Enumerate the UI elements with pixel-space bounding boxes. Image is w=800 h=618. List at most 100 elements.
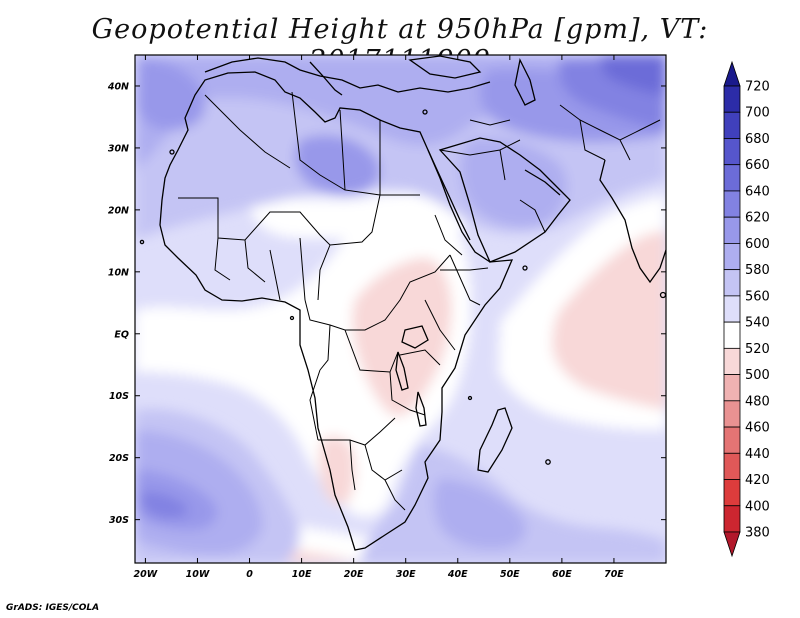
colorbar-label-600: 600	[745, 237, 770, 252]
x-tick-label-2: 0	[246, 569, 253, 580]
map-frame	[134, 54, 667, 564]
x-tick-label-7: 50E	[500, 569, 520, 580]
x-tick-label-6: 40E	[447, 569, 468, 580]
border-east-africa	[389, 299, 456, 416]
lake-victoria	[401, 325, 429, 349]
field-area-620-north-atlantic	[137, 59, 206, 131]
field-area-640-south-atlantic	[140, 491, 189, 519]
border-southern-africa	[309, 369, 406, 511]
field-area-600-arabia	[460, 138, 568, 228]
africa-coastline	[159, 71, 514, 551]
colorbar-segment-6	[723, 243, 741, 271]
colorbar-label-480: 480	[745, 394, 770, 409]
colorbar-segment-2	[723, 138, 741, 166]
x-tick-label-5: 30E	[396, 569, 416, 580]
persian-gulf-coastline	[524, 169, 561, 196]
border-central-africa	[304, 254, 451, 373]
colorbar-top-triangle	[723, 60, 741, 87]
colorbar-label-620: 620	[745, 211, 770, 226]
y-tick-label-3: 10N	[108, 267, 129, 278]
colorbar-label-380: 380	[745, 526, 770, 541]
colorbar-segment-5	[723, 216, 741, 244]
black-sea-coastline	[408, 55, 482, 79]
canary-islands	[169, 149, 175, 155]
colorbar-segment-8	[723, 295, 741, 323]
italy-coastline	[309, 61, 343, 96]
border-horn	[434, 214, 489, 306]
europe-coastline	[204, 57, 491, 93]
colorbar-segment-10	[723, 347, 741, 375]
socotra-island	[522, 265, 528, 271]
colorbar-segment-12	[723, 400, 741, 428]
india-coastline	[599, 159, 666, 284]
y-tick-label-0: 40N	[107, 81, 129, 92]
x-tick-label-0: 20W	[134, 569, 158, 580]
colorbar-label-500: 500	[745, 368, 770, 383]
border-west-africa	[214, 237, 331, 301]
y-tick-label-7: 30S	[109, 515, 129, 526]
madagascar-coastline	[477, 407, 513, 473]
colorbar-segment-11	[723, 374, 741, 402]
field-area-620-sahara	[295, 135, 380, 195]
colorbar-label-660: 660	[745, 158, 770, 173]
geography-lines	[139, 55, 666, 551]
colorbar-segment-3	[723, 164, 741, 192]
bioko-island	[289, 315, 295, 321]
colorbar: 720 700 680 660 640 620 600 580 560 540 520 500 480 4…	[723, 60, 770, 558]
axis-ticks: 20W 10W 0 10E 20E 30E 40E 50E 60E 70E 40N 30N 20N 10N…	[107, 55, 666, 580]
y-tick-label-6: 20S	[109, 453, 129, 464]
colorbar-label-560: 560	[745, 289, 770, 304]
mauritius-island	[545, 459, 551, 465]
y-tick-label-4: EQ	[114, 329, 129, 340]
field-area-520-indian-ocean	[552, 230, 666, 410]
colorbar-label-400: 400	[745, 499, 770, 514]
field-area-660-asia	[600, 55, 666, 95]
comoros-islands	[467, 395, 473, 401]
colorbar-segment-9	[723, 321, 741, 349]
y-tick-label-1: 30N	[108, 143, 129, 154]
border-sahel	[178, 194, 381, 246]
y-tick-label-2: 20N	[108, 205, 129, 216]
colorbar-segment-4	[723, 190, 741, 218]
x-tick-label-9: 70E	[604, 569, 624, 580]
colorbar-label-520: 520	[745, 342, 770, 357]
colorbar-label-580: 580	[745, 263, 770, 278]
lake-malawi	[415, 391, 427, 427]
grads-credit: GrADS: IGES/COLA	[6, 603, 100, 613]
field-area-520-east-africa	[352, 257, 452, 417]
colorbar-label-460: 460	[745, 421, 770, 436]
colorbar-label-420: 420	[745, 473, 770, 488]
colorbar-label-440: 440	[745, 447, 770, 462]
x-tick-label-1: 10W	[186, 569, 210, 580]
lake-tanganyika	[395, 351, 409, 391]
colorbar-label-680: 680	[745, 132, 770, 147]
geopotential-height-field	[135, 55, 666, 563]
border-middle-east	[439, 119, 546, 233]
border-asia	[559, 104, 661, 161]
colorbar-segment-13	[723, 426, 741, 454]
colorbar-segment-15	[723, 479, 741, 507]
field-area-600-indian-south	[433, 478, 526, 550]
caspian-coastline	[514, 58, 536, 106]
colorbar-segment-0	[723, 85, 741, 113]
colorbar-segment-7	[723, 269, 741, 297]
colorbar-segment-1	[723, 111, 741, 139]
colorbar-label-640: 640	[745, 184, 770, 199]
colorbar-segment-16	[723, 505, 741, 533]
border-maghreb	[204, 91, 420, 196]
x-tick-label-4: 20E	[344, 569, 364, 580]
red-sea-coastline	[427, 149, 471, 241]
cape-verde-islands	[139, 239, 145, 245]
y-tick-label-5: 10S	[109, 391, 129, 402]
x-tick-label-8: 60E	[552, 569, 572, 580]
colorbar-bottom-triangle	[723, 531, 741, 558]
field-area-520-south-africa	[319, 435, 356, 505]
x-tick-label-3: 10E	[292, 569, 312, 580]
field-area-540-sahel	[250, 193, 470, 239]
colorbar-label-720: 720	[745, 80, 770, 95]
cyprus-island	[422, 109, 428, 115]
field-area-580-mozambique	[360, 445, 666, 563]
colorbar-label-700: 700	[745, 106, 770, 121]
colorbar-label-540: 540	[745, 316, 770, 331]
